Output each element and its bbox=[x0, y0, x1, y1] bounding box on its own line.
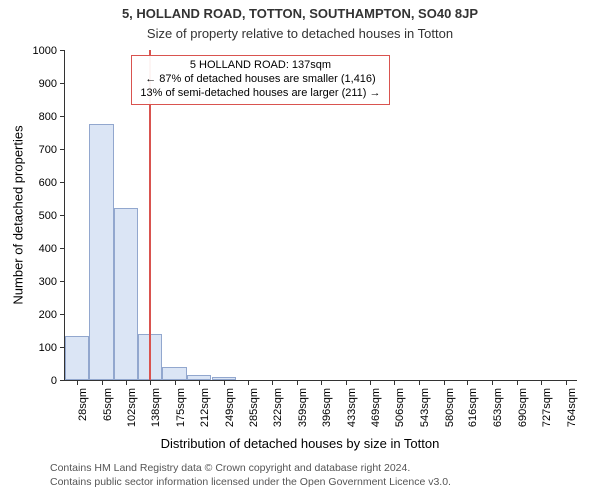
xtick-mark bbox=[297, 380, 298, 385]
xtick-label: 102sqm bbox=[126, 388, 138, 427]
xtick-label: 690sqm bbox=[517, 388, 529, 427]
xtick-mark bbox=[419, 380, 420, 385]
xtick-label: 764sqm bbox=[566, 388, 578, 427]
xtick-label: 727sqm bbox=[541, 388, 553, 427]
ytick-label: 600 bbox=[39, 177, 57, 189]
histogram-bar bbox=[212, 377, 236, 380]
xtick-mark bbox=[77, 380, 78, 385]
xtick-mark bbox=[370, 380, 371, 385]
ytick-mark bbox=[60, 149, 65, 150]
footer-line-1: Contains HM Land Registry data © Crown c… bbox=[50, 462, 451, 476]
ytick-mark bbox=[60, 281, 65, 282]
xtick-mark bbox=[566, 380, 567, 385]
ytick-label: 800 bbox=[39, 111, 57, 123]
xtick-mark bbox=[150, 380, 151, 385]
xtick-mark bbox=[467, 380, 468, 385]
xtick-label: 249sqm bbox=[224, 388, 236, 427]
xtick-label: 433sqm bbox=[346, 388, 358, 427]
ytick-label: 500 bbox=[39, 210, 57, 222]
xtick-mark bbox=[541, 380, 542, 385]
xtick-label: 396sqm bbox=[321, 388, 333, 427]
xtick-label: 285sqm bbox=[248, 388, 260, 427]
annotation-line: 5 HOLLAND ROAD: 137sqm bbox=[140, 59, 380, 73]
ytick-mark bbox=[60, 314, 65, 315]
xtick-label: 322sqm bbox=[272, 388, 284, 427]
xtick-mark bbox=[444, 380, 445, 385]
ytick-label: 900 bbox=[39, 78, 57, 90]
histogram-bar bbox=[187, 375, 211, 380]
x-axis-label: Distribution of detached houses by size … bbox=[0, 436, 600, 451]
xtick-mark bbox=[517, 380, 518, 385]
xtick-label: 212sqm bbox=[199, 388, 211, 427]
xtick-label: 175sqm bbox=[175, 388, 187, 427]
ytick-mark bbox=[60, 116, 65, 117]
ytick-label: 200 bbox=[39, 309, 57, 321]
xtick-mark bbox=[272, 380, 273, 385]
chart-title: 5, HOLLAND ROAD, TOTTON, SOUTHAMPTON, SO… bbox=[0, 6, 600, 21]
histogram-bar bbox=[89, 124, 113, 380]
ytick-mark bbox=[60, 50, 65, 51]
xtick-mark bbox=[175, 380, 176, 385]
annotation-line: 13% of semi-detached houses are larger (… bbox=[140, 87, 380, 101]
annotation-line: ← 87% of detached houses are smaller (1,… bbox=[140, 73, 380, 87]
ytick-label: 700 bbox=[39, 144, 57, 156]
xtick-label: 580sqm bbox=[444, 388, 456, 427]
xtick-label: 506sqm bbox=[394, 388, 406, 427]
xtick-label: 616sqm bbox=[467, 388, 479, 427]
xtick-label: 653sqm bbox=[492, 388, 504, 427]
chart-container: 5, HOLLAND ROAD, TOTTON, SOUTHAMPTON, SO… bbox=[0, 0, 600, 500]
xtick-label: 359sqm bbox=[297, 388, 309, 427]
ytick-label: 400 bbox=[39, 243, 57, 255]
ytick-mark bbox=[60, 215, 65, 216]
ytick-label: 0 bbox=[51, 375, 57, 387]
footer-attribution: Contains HM Land Registry data © Crown c… bbox=[50, 462, 451, 489]
xtick-label: 469sqm bbox=[370, 388, 382, 427]
chart-subtitle: Size of property relative to detached ho… bbox=[0, 26, 600, 41]
y-axis-label: Number of detached properties bbox=[11, 125, 26, 304]
annotation-box: 5 HOLLAND ROAD: 137sqm← 87% of detached … bbox=[131, 55, 389, 105]
xtick-mark bbox=[199, 380, 200, 385]
ytick-label: 300 bbox=[39, 276, 57, 288]
ytick-mark bbox=[60, 83, 65, 84]
ytick-label: 1000 bbox=[33, 45, 57, 57]
ytick-mark bbox=[60, 248, 65, 249]
ytick-label: 100 bbox=[39, 342, 57, 354]
xtick-label: 543sqm bbox=[419, 388, 431, 427]
xtick-mark bbox=[394, 380, 395, 385]
xtick-label: 65sqm bbox=[102, 388, 114, 421]
footer-line-2: Contains public sector information licen… bbox=[50, 476, 451, 490]
ytick-mark bbox=[60, 182, 65, 183]
histogram-bar bbox=[65, 336, 89, 380]
xtick-mark bbox=[321, 380, 322, 385]
xtick-mark bbox=[346, 380, 347, 385]
plot-area: 0100200300400500600700800900100028sqm65s… bbox=[64, 50, 577, 381]
xtick-label: 138sqm bbox=[150, 388, 162, 427]
xtick-mark bbox=[102, 380, 103, 385]
xtick-mark bbox=[248, 380, 249, 385]
histogram-bar bbox=[162, 367, 186, 380]
xtick-mark bbox=[126, 380, 127, 385]
xtick-label: 28sqm bbox=[77, 388, 89, 421]
xtick-mark bbox=[492, 380, 493, 385]
xtick-mark bbox=[224, 380, 225, 385]
histogram-bar bbox=[114, 208, 138, 380]
